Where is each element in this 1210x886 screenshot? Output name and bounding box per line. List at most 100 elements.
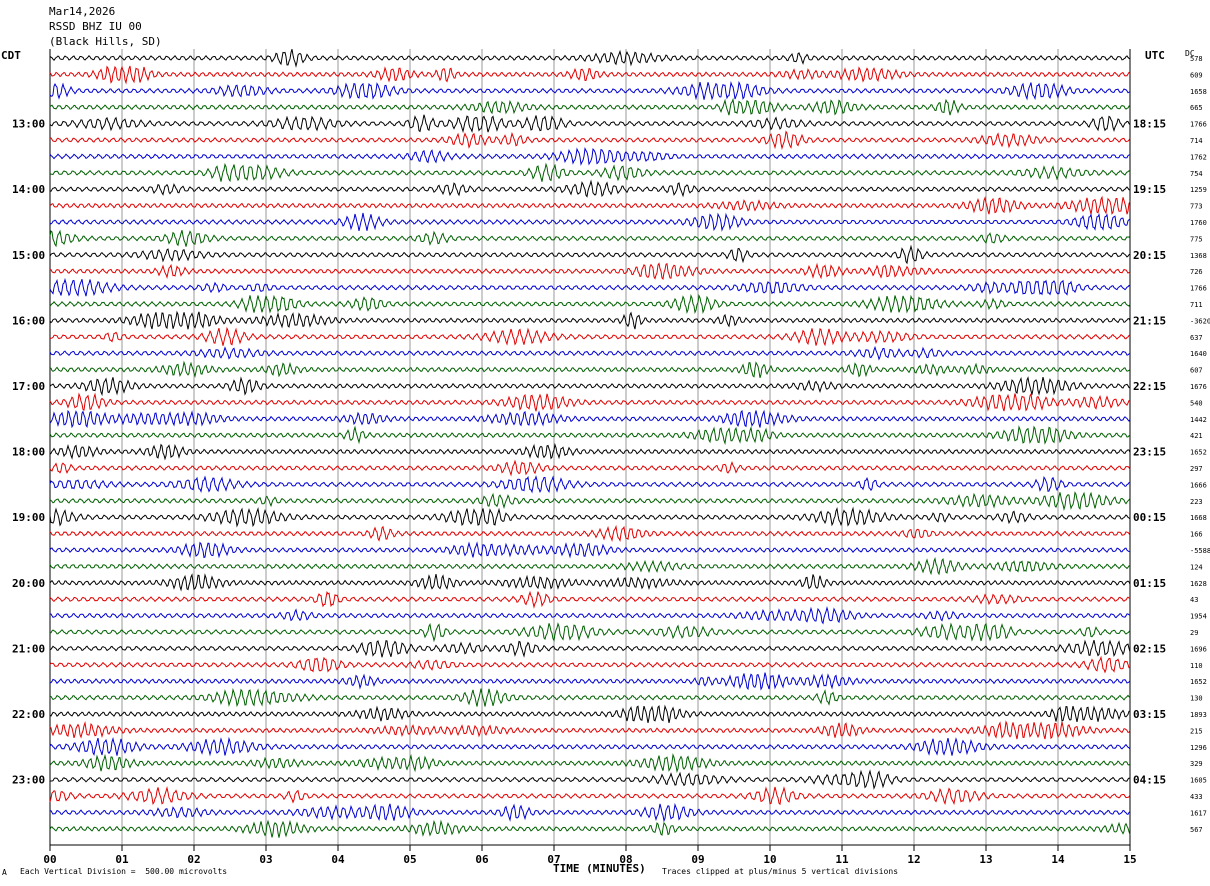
seismic-trace bbox=[49, 345, 1131, 361]
x-tick-label: 07 bbox=[547, 853, 560, 866]
dc-offset-label: 1668 bbox=[1190, 514, 1207, 522]
seismic-trace bbox=[49, 409, 1131, 429]
dc-offset-label: 110 bbox=[1190, 662, 1203, 670]
dc-offset-label: 1628 bbox=[1190, 580, 1207, 588]
seismic-trace bbox=[49, 162, 1131, 183]
right-time-label: 22:15 bbox=[1133, 380, 1166, 393]
left-time-label: 17:00 bbox=[12, 380, 45, 393]
left-time-label: 19:00 bbox=[12, 511, 45, 524]
x-tick-label: 14 bbox=[1051, 853, 1065, 866]
dc-offset-label: 1442 bbox=[1190, 416, 1207, 424]
seismic-trace bbox=[49, 146, 1131, 166]
dc-offset-label: 637 bbox=[1190, 334, 1203, 342]
dc-offset-label: 1652 bbox=[1190, 678, 1207, 686]
seismic-trace bbox=[49, 130, 1131, 151]
left-time-label: 18:00 bbox=[12, 446, 45, 459]
right-timezone-label: UTC bbox=[1145, 49, 1165, 62]
dc-offset-label: 578 bbox=[1190, 55, 1203, 63]
dc-offset-label: 607 bbox=[1190, 367, 1203, 375]
dc-offset-label: 567 bbox=[1190, 826, 1203, 834]
left-timezone-label: CDT bbox=[1, 49, 21, 62]
dc-offset-label: 1368 bbox=[1190, 252, 1207, 260]
x-tick-label: 15 bbox=[1123, 853, 1136, 866]
station-location: (Black Hills, SD) bbox=[49, 35, 162, 48]
right-time-label: 20:15 bbox=[1133, 249, 1166, 262]
dc-offset-label: 1640 bbox=[1190, 350, 1207, 358]
seismic-trace bbox=[49, 179, 1131, 198]
seismic-trace bbox=[49, 49, 1131, 68]
dc-offset-label: -3620 bbox=[1190, 317, 1210, 325]
dc-offset-label: 329 bbox=[1190, 760, 1203, 768]
seismic-trace bbox=[49, 819, 1131, 838]
seismic-trace bbox=[49, 655, 1131, 674]
right-time-label: 19:15 bbox=[1133, 183, 1166, 196]
station-code: RSSD BHZ IU 00 bbox=[49, 20, 142, 33]
seismic-trace bbox=[49, 277, 1131, 297]
seismic-trace bbox=[49, 65, 1131, 85]
seismic-trace bbox=[49, 622, 1131, 643]
x-tick-label: 11 bbox=[835, 853, 849, 866]
seismic-trace bbox=[49, 720, 1131, 740]
x-tick-label: 10 bbox=[763, 853, 776, 866]
dc-offset-label: 421 bbox=[1190, 432, 1203, 440]
dc-offset-label: 43 bbox=[1190, 596, 1198, 604]
seismic-trace bbox=[49, 506, 1131, 528]
seismic-trace bbox=[49, 557, 1131, 576]
dc-offset-label: 1893 bbox=[1190, 711, 1207, 719]
seismic-trace bbox=[49, 475, 1131, 494]
right-time-label: 00:15 bbox=[1133, 511, 1166, 524]
seismic-trace bbox=[49, 326, 1131, 347]
dc-offset-label: 215 bbox=[1190, 727, 1203, 735]
dc-offset-label: 1658 bbox=[1190, 88, 1207, 96]
dc-offset-label: 609 bbox=[1190, 71, 1203, 79]
seismic-trace bbox=[49, 376, 1130, 397]
left-time-label: 13:00 bbox=[12, 118, 45, 131]
right-time-label: 01:15 bbox=[1133, 577, 1166, 590]
dc-offset-label: 711 bbox=[1190, 301, 1203, 309]
seismic-trace bbox=[49, 360, 1131, 379]
seismic-trace bbox=[49, 310, 1131, 330]
dc-offset-label: 124 bbox=[1190, 563, 1203, 571]
dc-offset-label: 130 bbox=[1190, 695, 1203, 703]
dc-offset-label: 1676 bbox=[1190, 383, 1207, 391]
seismic-trace bbox=[49, 541, 1131, 559]
corner-mark: A bbox=[2, 868, 7, 877]
x-tick-label: 03 bbox=[259, 853, 272, 866]
dc-offset-label: 223 bbox=[1190, 498, 1203, 506]
dc-offset-label: 1605 bbox=[1190, 777, 1207, 785]
seismic-trace bbox=[49, 195, 1131, 215]
seismic-trace bbox=[49, 244, 1131, 265]
dc-offset-label: 714 bbox=[1190, 137, 1203, 145]
right-time-label: 18:15 bbox=[1133, 118, 1166, 131]
seismic-trace bbox=[49, 573, 1131, 592]
right-time-label: 23:15 bbox=[1133, 446, 1166, 459]
dc-offset-label: 1954 bbox=[1190, 613, 1207, 621]
x-tick-label: 00 bbox=[43, 853, 56, 866]
dc-offset-label: 665 bbox=[1190, 104, 1203, 112]
dc-offset-label: 540 bbox=[1190, 399, 1203, 407]
seismic-trace bbox=[49, 425, 1131, 446]
x-tick-label: 02 bbox=[187, 853, 200, 866]
dc-offset-label: 1296 bbox=[1190, 744, 1207, 752]
dc-offset-label: 1696 bbox=[1190, 645, 1207, 653]
x-axis-title: TIME (MINUTES) bbox=[553, 862, 646, 875]
seismic-trace bbox=[49, 442, 1131, 461]
dc-offset-label: 754 bbox=[1190, 170, 1203, 178]
x-tick-label: 05 bbox=[403, 853, 416, 866]
right-time-label: 21:15 bbox=[1133, 314, 1166, 327]
vertical-scale-note: Each Vertical Division = 500.00 microvol… bbox=[20, 867, 228, 876]
dc-offset-label: 1760 bbox=[1190, 219, 1207, 227]
seismic-trace bbox=[49, 212, 1131, 232]
right-time-label: 04:15 bbox=[1133, 774, 1166, 787]
x-tick-label: 06 bbox=[475, 853, 489, 866]
x-tick-label: 01 bbox=[115, 853, 129, 866]
x-tick-label: 08 bbox=[619, 853, 632, 866]
dc-offset-label: -5588 bbox=[1190, 547, 1210, 555]
seismic-trace bbox=[49, 672, 1131, 691]
dc-offset-label: 773 bbox=[1190, 203, 1203, 211]
seismic-trace bbox=[49, 229, 1131, 248]
left-time-label: 21:00 bbox=[12, 642, 45, 655]
right-time-label: 03:15 bbox=[1133, 708, 1166, 721]
dc-offset-label: 1617 bbox=[1190, 809, 1207, 817]
dc-offset-label: 29 bbox=[1190, 629, 1198, 637]
